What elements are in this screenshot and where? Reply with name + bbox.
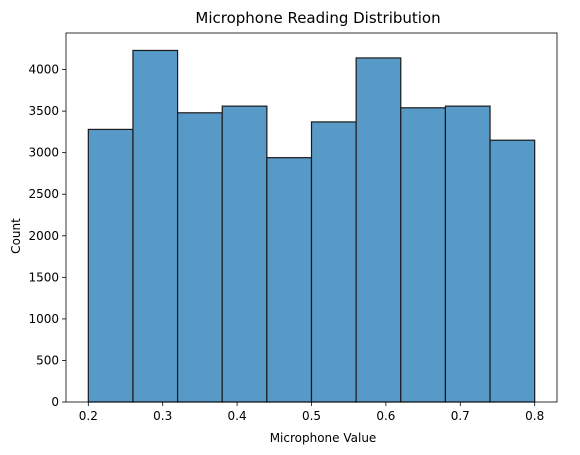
histogram-bar-4 <box>221 105 268 403</box>
histogram-bar-1 <box>87 128 134 403</box>
x-tick-label: 0.7 <box>451 409 470 423</box>
y-tick-label: 500 <box>36 353 59 367</box>
x-axis-label: Microphone Value <box>270 431 377 445</box>
histogram-bar-3 <box>176 112 223 403</box>
x-tick-label: 0.4 <box>228 409 247 423</box>
y-tick-label: 2500 <box>28 187 59 201</box>
histogram-bar-7 <box>355 57 402 403</box>
y-tick-label: 3000 <box>28 146 59 160</box>
histogram-bar-9 <box>444 105 491 403</box>
y-axis-label: Count <box>9 218 23 254</box>
x-tick-label: 0.6 <box>376 409 395 423</box>
chart-title: Microphone Reading Distribution <box>195 9 440 27</box>
histogram-bar-6 <box>310 121 357 403</box>
y-tick-label: 1500 <box>28 270 59 284</box>
x-axis-ticks: 0.2 0.3 0.4 0.5 0.6 0.7 0.8 <box>79 402 544 423</box>
histogram-bar-10 <box>489 139 536 403</box>
x-tick-label: 0.3 <box>153 409 172 423</box>
y-axis-ticks: 0 500 1000 1500 2000 2500 3000 3500 4000 <box>28 63 66 409</box>
x-tick-label: 0.8 <box>525 409 544 423</box>
histogram-bar-2 <box>132 49 179 403</box>
y-tick-label: 4000 <box>28 63 59 77</box>
y-tick-label: 3500 <box>28 104 59 118</box>
histogram-bar-5 <box>266 157 313 403</box>
y-tick-label: 2000 <box>28 229 59 243</box>
y-tick-label: 1000 <box>28 312 59 326</box>
plot-frame <box>65 32 558 403</box>
x-tick-label: 0.2 <box>79 409 98 423</box>
y-tick-label: 0 <box>51 395 59 409</box>
x-tick-label: 0.5 <box>302 409 321 423</box>
bars-group <box>87 49 536 403</box>
histogram-bar-8 <box>400 107 447 403</box>
